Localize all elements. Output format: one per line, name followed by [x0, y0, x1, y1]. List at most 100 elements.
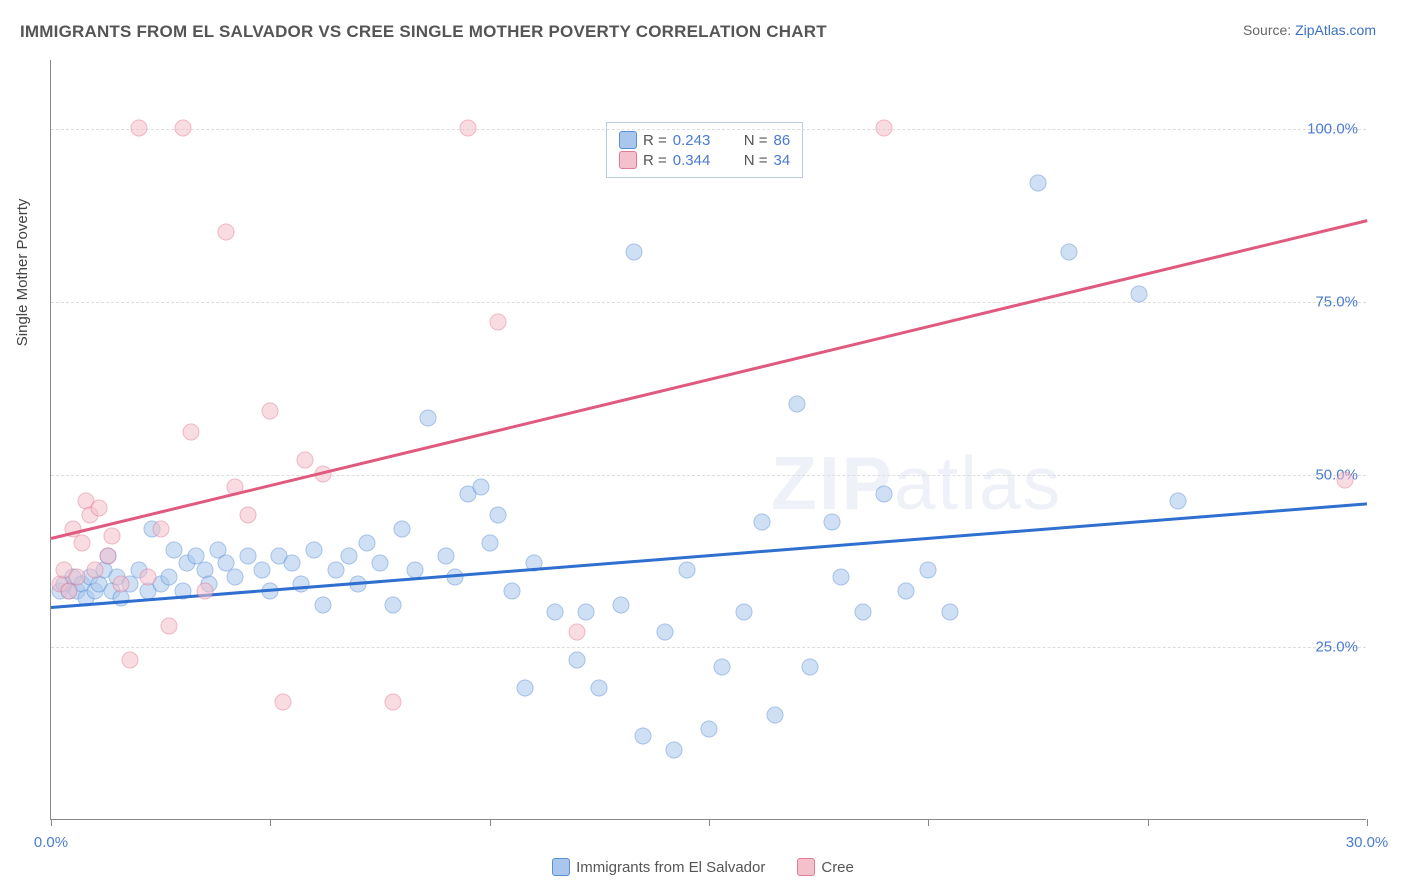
scatter-point: [801, 659, 818, 676]
scatter-point: [1060, 244, 1077, 261]
scatter-point: [547, 603, 564, 620]
watermark-bold: ZIP: [771, 441, 894, 525]
scatter-point: [121, 652, 138, 669]
scatter-point: [293, 576, 310, 593]
scatter-point: [876, 120, 893, 137]
scatter-point: [1170, 493, 1187, 510]
legend-series: Immigrants from El Salvador Cree: [0, 858, 1406, 880]
legend-swatch: [619, 151, 637, 169]
scatter-point: [240, 548, 257, 565]
y-tick-label: 100.0%: [1307, 121, 1358, 138]
scatter-point: [314, 596, 331, 613]
scatter-point: [753, 513, 770, 530]
scatter-point: [328, 562, 345, 579]
n-value: 86: [774, 132, 791, 149]
r-label: R =: [643, 152, 667, 169]
legend-swatch: [797, 858, 815, 876]
watermark-thin: atlas: [894, 441, 1062, 525]
legend-row: R = 0.344 N = 34: [619, 151, 790, 169]
scatter-point: [69, 569, 86, 586]
gridline: [51, 475, 1366, 476]
scatter-point: [665, 741, 682, 758]
scatter-point: [73, 534, 90, 551]
scatter-point: [635, 728, 652, 745]
x-tick: [270, 819, 271, 826]
scatter-point: [876, 486, 893, 503]
scatter-point: [832, 569, 849, 586]
scatter-point: [227, 569, 244, 586]
gridline: [51, 302, 1366, 303]
scatter-point: [284, 555, 301, 572]
scatter-point: [86, 562, 103, 579]
watermark: ZIPatlas: [771, 440, 1062, 526]
y-tick-label: 75.0%: [1315, 293, 1358, 310]
x-tick: [490, 819, 491, 826]
plot-area: ZIPatlas R = 0.243 N = 86 R = 0.344 N = 34 25.0…: [50, 60, 1366, 820]
scatter-point: [1030, 175, 1047, 192]
scatter-point: [130, 120, 147, 137]
scatter-point: [113, 576, 130, 593]
scatter-point: [569, 624, 586, 641]
scatter-point: [569, 652, 586, 669]
scatter-point: [613, 596, 630, 613]
scatter-point: [854, 603, 871, 620]
source-prefix: Source:: [1243, 22, 1295, 38]
scatter-point: [714, 659, 731, 676]
scatter-point: [657, 624, 674, 641]
legend-label: Cree: [821, 859, 854, 876]
scatter-point: [503, 583, 520, 600]
scatter-point: [358, 534, 375, 551]
x-tick-label: 30.0%: [1346, 834, 1389, 851]
scatter-point: [1337, 472, 1354, 489]
scatter-point: [459, 120, 476, 137]
scatter-point: [393, 520, 410, 537]
source-attribution: Source: ZipAtlas.com: [1243, 22, 1376, 38]
n-label: N =: [744, 132, 768, 149]
scatter-point: [218, 223, 235, 240]
trend-line: [51, 219, 1368, 539]
scatter-point: [472, 479, 489, 496]
n-value: 34: [774, 152, 791, 169]
scatter-point: [437, 548, 454, 565]
gridline: [51, 129, 1366, 130]
scatter-point: [161, 617, 178, 634]
scatter-point: [385, 693, 402, 710]
x-tick: [51, 819, 52, 826]
scatter-point: [578, 603, 595, 620]
r-value: 0.344: [673, 152, 728, 169]
n-label: N =: [744, 152, 768, 169]
source-link[interactable]: ZipAtlas.com: [1295, 22, 1376, 38]
x-tick: [1367, 819, 1368, 826]
x-tick-label: 0.0%: [34, 834, 68, 851]
legend-item: Cree: [797, 858, 854, 876]
scatter-point: [516, 679, 533, 696]
legend-correlation: R = 0.243 N = 86 R = 0.344 N = 34: [606, 122, 803, 178]
scatter-point: [152, 520, 169, 537]
y-tick-label: 25.0%: [1315, 639, 1358, 656]
scatter-point: [490, 313, 507, 330]
scatter-point: [297, 451, 314, 468]
scatter-point: [341, 548, 358, 565]
scatter-point: [262, 403, 279, 420]
scatter-point: [823, 513, 840, 530]
scatter-point: [306, 541, 323, 558]
scatter-point: [1130, 285, 1147, 302]
scatter-point: [275, 693, 292, 710]
scatter-point: [942, 603, 959, 620]
r-value: 0.243: [673, 132, 728, 149]
y-axis-label: Single Mother Poverty: [14, 199, 31, 347]
legend-label: Immigrants from El Salvador: [576, 859, 765, 876]
x-tick: [928, 819, 929, 826]
scatter-point: [183, 424, 200, 441]
scatter-point: [174, 120, 191, 137]
scatter-point: [679, 562, 696, 579]
legend-row: R =0.243N =86: [619, 131, 790, 149]
scatter-point: [920, 562, 937, 579]
scatter-point: [161, 569, 178, 586]
scatter-point: [701, 721, 718, 738]
scatter-point: [898, 583, 915, 600]
chart-title: IMMIGRANTS FROM EL SALVADOR VS CREE SING…: [20, 22, 827, 42]
scatter-point: [788, 396, 805, 413]
scatter-point: [372, 555, 389, 572]
x-tick: [709, 819, 710, 826]
